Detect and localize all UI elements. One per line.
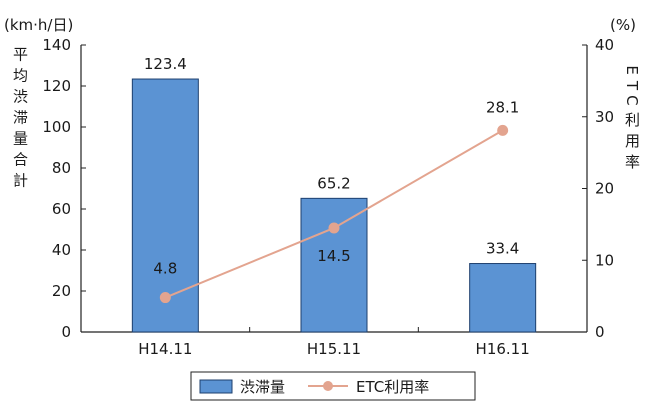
line-point (497, 124, 509, 136)
y-left-tick-label: 40 (52, 241, 71, 259)
y-right-axis-title: ETC利用率 (623, 65, 641, 174)
legend-bar-label: 渋滞量 (240, 378, 285, 396)
bar-series (131, 78, 537, 333)
line-data-label: 4.8 (153, 260, 177, 278)
y-right-unit: (%) (610, 16, 636, 34)
legend: 渋滞量 ETC利用率 (190, 371, 476, 401)
y-left-axis-title: 平均渋滞量合計 (11, 47, 29, 194)
y-left-tick-label: 60 (52, 200, 71, 218)
bar-data-label: 33.4 (486, 240, 519, 258)
y-left-tick-label: 20 (52, 282, 71, 300)
y-left-unit: (km·h/日) (4, 16, 73, 34)
y-right-tick-label: 20 (595, 180, 614, 198)
x-tick-label: H14.11 (138, 340, 192, 358)
y-left-tick-label: 120 (42, 77, 71, 95)
line-data-label: 14.5 (317, 247, 350, 265)
bar (131, 78, 199, 333)
bar-data-label: 65.2 (317, 174, 350, 192)
x-tick-label: H16.11 (476, 340, 530, 358)
y-right-tick-label: 10 (595, 251, 614, 269)
y-right-tick-label: 40 (595, 36, 614, 54)
y-left-tick-label: 80 (52, 159, 71, 177)
bar (469, 263, 537, 333)
x-tick-label: H15.11 (307, 340, 361, 358)
line-point (328, 222, 340, 234)
line-point (159, 292, 171, 304)
line-data-label: 28.1 (486, 98, 519, 116)
legend-line-label: ETC利用率 (356, 378, 429, 396)
y-left-tick-label: 140 (42, 36, 71, 54)
bar (300, 197, 368, 333)
axes: 0 20 40 60 80 100 120 140 0 10 20 30 40 H14.11 H15.11 H… (4, 16, 641, 358)
bar-data-label: 123.4 (144, 55, 187, 73)
y-left-tick-label: 0 (61, 323, 71, 341)
line-series (159, 124, 509, 304)
data-labels: 123.4 65.2 33.4 4.8 14.5 28.1 (144, 55, 520, 278)
y-right-tick-label: 0 (595, 323, 605, 341)
legend-line-marker (323, 381, 333, 391)
legend-bar-swatch (199, 379, 233, 394)
y-right-tick-label: 30 (595, 108, 614, 126)
y-left-tick-label: 100 (42, 118, 71, 136)
